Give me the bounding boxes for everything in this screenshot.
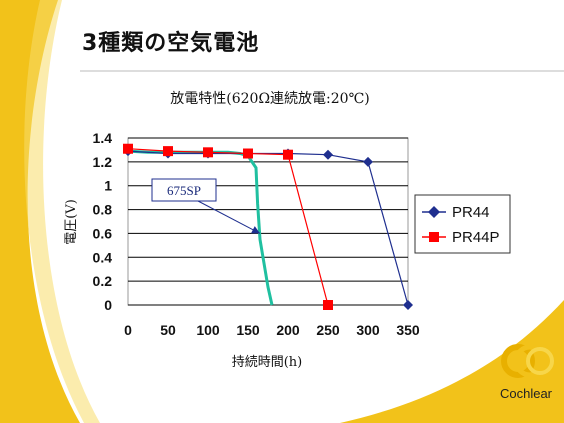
- legend-item-pr44: PR44: [422, 204, 490, 221]
- x-tick-label: 300: [356, 322, 380, 338]
- logo-text: Cochlear: [499, 386, 553, 401]
- x-tick-label: 0: [124, 322, 132, 338]
- x-tick-label: 100: [196, 322, 220, 338]
- data-point-pr44p: [283, 149, 293, 160]
- plot-area: [127, 137, 409, 306]
- callout-label: 675SP: [167, 183, 201, 198]
- legend-marker-pr44p: [429, 232, 439, 242]
- legend-box: [414, 194, 511, 254]
- series-line-pr44p: [127, 148, 329, 306]
- x-axis-ticks: 0 50 100 150 200 250 300 350: [124, 322, 420, 338]
- x-axis-title: 持続時間(h): [232, 355, 303, 370]
- y-axis-ticks: 1.4 1.2 1 0.8 0.6 0.4 0.2 0: [93, 130, 113, 313]
- data-point-pr44p: [243, 148, 253, 159]
- data-point-pr44p: [163, 146, 173, 157]
- cochlear-logo-icon: [501, 344, 554, 378]
- bottom-right-swoosh: [340, 300, 564, 423]
- left-swoosh-highlight: [24, 0, 101, 423]
- chart-title: 放電特性(620Ω連続放電:20℃): [170, 90, 369, 107]
- series-pr44p: [123, 143, 333, 310]
- x-tick-label: 200: [276, 322, 300, 338]
- x-tick-label: 150: [236, 322, 260, 338]
- callout-box: [151, 178, 217, 202]
- y-tick-label: 0.6: [93, 225, 113, 241]
- y-tick-label: 0.2: [93, 273, 113, 289]
- x-tick-label: 250: [316, 322, 340, 338]
- slide-title: 3種類の空気電池: [82, 31, 260, 56]
- legend-marker-pr44: [428, 206, 440, 218]
- data-point-pr44p: [203, 147, 213, 158]
- annotation-675sp: 675SP: [151, 178, 261, 234]
- data-point-pr44: [363, 156, 373, 167]
- x-tick-label: 50: [160, 322, 176, 338]
- data-point-pr44p: [123, 143, 133, 154]
- callout-arrowhead: [251, 226, 260, 234]
- left-swoosh: [0, 0, 80, 423]
- data-point-pr44: [403, 300, 413, 310]
- legend-item-pr44p: PR44P: [422, 229, 500, 246]
- y-tick-label: 0: [104, 297, 112, 313]
- y-tick-label: 0.8: [93, 202, 113, 218]
- data-point-pr44p: [323, 300, 333, 310]
- data-point-pr44: [323, 149, 333, 160]
- legend: PR44 PR44P: [414, 194, 511, 254]
- y-tick-label: 1.4: [93, 130, 113, 146]
- y-tick-label: 1.2: [93, 154, 113, 170]
- legend-label-pr44p: PR44P: [452, 229, 500, 246]
- y-tick-label: 1: [104, 178, 112, 194]
- y-axis-title: 電圧(V): [64, 199, 79, 245]
- x-tick-label: 350: [396, 322, 420, 338]
- callout-arrow: [197, 200, 261, 234]
- title-divider: [80, 70, 564, 72]
- legend-label-pr44: PR44: [452, 204, 490, 221]
- series-layer: [123, 143, 413, 310]
- y-tick-label: 0.4: [93, 249, 113, 265]
